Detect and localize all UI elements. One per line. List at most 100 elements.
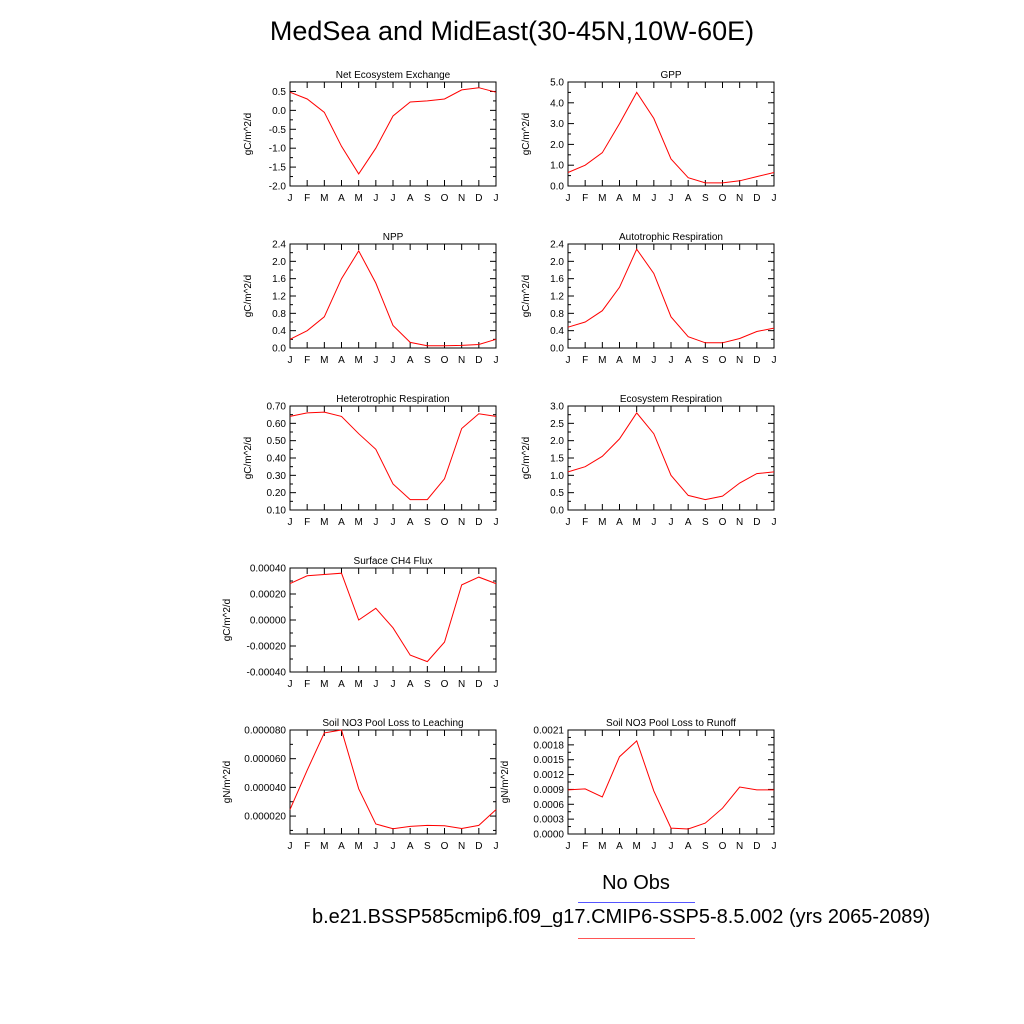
x-tick-label: A: [338, 517, 345, 528]
x-tick-label: F: [304, 679, 310, 690]
x-tick-label: A: [407, 841, 414, 852]
x-tick-label: J: [494, 517, 499, 528]
y-tick-label: 1.2: [550, 292, 564, 303]
y-tick-label: -0.00020: [247, 642, 287, 653]
y-axis-label: gC/m^2/d: [243, 437, 254, 480]
x-tick-label: O: [441, 517, 449, 528]
series-line: [567, 412, 775, 501]
x-tick-label: J: [566, 355, 571, 366]
x-tick-label: D: [475, 679, 482, 690]
x-tick-label: D: [475, 355, 482, 366]
y-tick-label: 0.40: [267, 454, 287, 465]
x-tick-label: N: [458, 517, 465, 528]
x-tick-label: N: [736, 841, 743, 852]
x-tick-label: J: [391, 841, 396, 852]
x-tick-label: F: [304, 841, 310, 852]
x-tick-label: N: [736, 355, 743, 366]
y-axis-label: gC/m^2/d: [243, 113, 254, 156]
x-tick-label: F: [582, 517, 588, 528]
y-tick-label: 0.0: [550, 344, 564, 355]
y-tick-label: 1.5: [550, 454, 564, 465]
x-tick-label: A: [685, 193, 692, 204]
y-tick-label: 2.0: [550, 140, 564, 151]
x-tick-label: J: [288, 517, 293, 528]
x-tick-label: F: [582, 355, 588, 366]
x-tick-label: F: [304, 517, 310, 528]
x-tick-label: A: [407, 517, 414, 528]
x-tick-label: M: [598, 355, 606, 366]
y-tick-label: 2.0: [550, 257, 564, 268]
x-tick-label: D: [753, 355, 760, 366]
x-tick-label: J: [288, 841, 293, 852]
y-tick-label: 0.00020: [250, 590, 287, 601]
x-tick-label: A: [685, 841, 692, 852]
x-tick-label: M: [320, 193, 328, 204]
x-tick-label: A: [407, 193, 414, 204]
x-tick-label: J: [772, 517, 777, 528]
series-line: [289, 729, 497, 830]
y-tick-label: 0.10: [267, 506, 287, 517]
x-tick-label: J: [566, 517, 571, 528]
y-tick-label: 1.6: [550, 274, 564, 285]
y-tick-label: 2.4: [272, 240, 286, 251]
x-tick-label: J: [494, 355, 499, 366]
main-title: MedSea and MidEast(30-45N,10W-60E): [269, 16, 755, 46]
x-tick-label: O: [441, 679, 449, 690]
x-tick-label: J: [669, 355, 674, 366]
y-tick-label: 0.4: [272, 326, 286, 337]
y-tick-label: 1.0: [550, 471, 564, 482]
x-tick-label: A: [407, 355, 414, 366]
y-tick-label: 1.2: [272, 292, 286, 303]
x-tick-label: J: [373, 841, 378, 852]
x-tick-label: M: [632, 841, 640, 852]
x-tick-label: A: [338, 355, 345, 366]
x-tick-label: S: [702, 517, 709, 528]
x-tick-label: J: [651, 841, 656, 852]
y-tick-label: 0.0006: [533, 800, 564, 811]
y-tick-label: 0.0021: [533, 726, 564, 737]
x-tick-label: J: [566, 193, 571, 204]
x-tick-label: M: [632, 355, 640, 366]
x-tick-label: O: [719, 355, 727, 366]
chart-title: Soil NO3 Pool Loss to Leaching: [322, 718, 463, 729]
x-tick-label: N: [458, 679, 465, 690]
y-tick-label: 0.0018: [533, 740, 564, 751]
y-tick-label: 0.000020: [244, 812, 286, 823]
x-tick-label: J: [391, 193, 396, 204]
x-tick-label: A: [338, 679, 345, 690]
chart-title: Autotrophic Respiration: [619, 232, 723, 243]
y-tick-label: 1.6: [272, 274, 286, 285]
y-tick-label: -1.5: [269, 163, 287, 174]
x-tick-label: M: [320, 841, 328, 852]
y-tick-label: 2.5: [550, 419, 564, 430]
y-tick-label: 0.000040: [244, 783, 286, 794]
x-tick-label: J: [669, 517, 674, 528]
chart-title: Soil NO3 Pool Loss to Runoff: [606, 718, 736, 729]
y-tick-label: 0.50: [267, 436, 287, 447]
y-tick-label: -1.0: [269, 144, 287, 155]
y-tick-label: 0.0009: [533, 785, 564, 796]
y-tick-label: -0.00040: [247, 668, 287, 679]
y-tick-label: 0.0003: [533, 815, 564, 826]
x-tick-label: A: [685, 355, 692, 366]
x-tick-label: J: [669, 841, 674, 852]
y-tick-label: -2.0: [269, 182, 287, 193]
y-tick-label: 4.0: [550, 98, 564, 109]
y-tick-label: 0.000060: [244, 754, 286, 765]
x-tick-label: S: [424, 517, 431, 528]
x-tick-label: A: [407, 679, 414, 690]
x-tick-label: M: [632, 517, 640, 528]
x-tick-label: O: [719, 517, 727, 528]
y-tick-label: 3.0: [550, 119, 564, 130]
x-tick-label: J: [373, 679, 378, 690]
x-tick-label: D: [475, 841, 482, 852]
series-line: [289, 249, 497, 347]
y-tick-label: 2.0: [272, 257, 286, 268]
y-tick-label: 0.0012: [533, 770, 564, 781]
